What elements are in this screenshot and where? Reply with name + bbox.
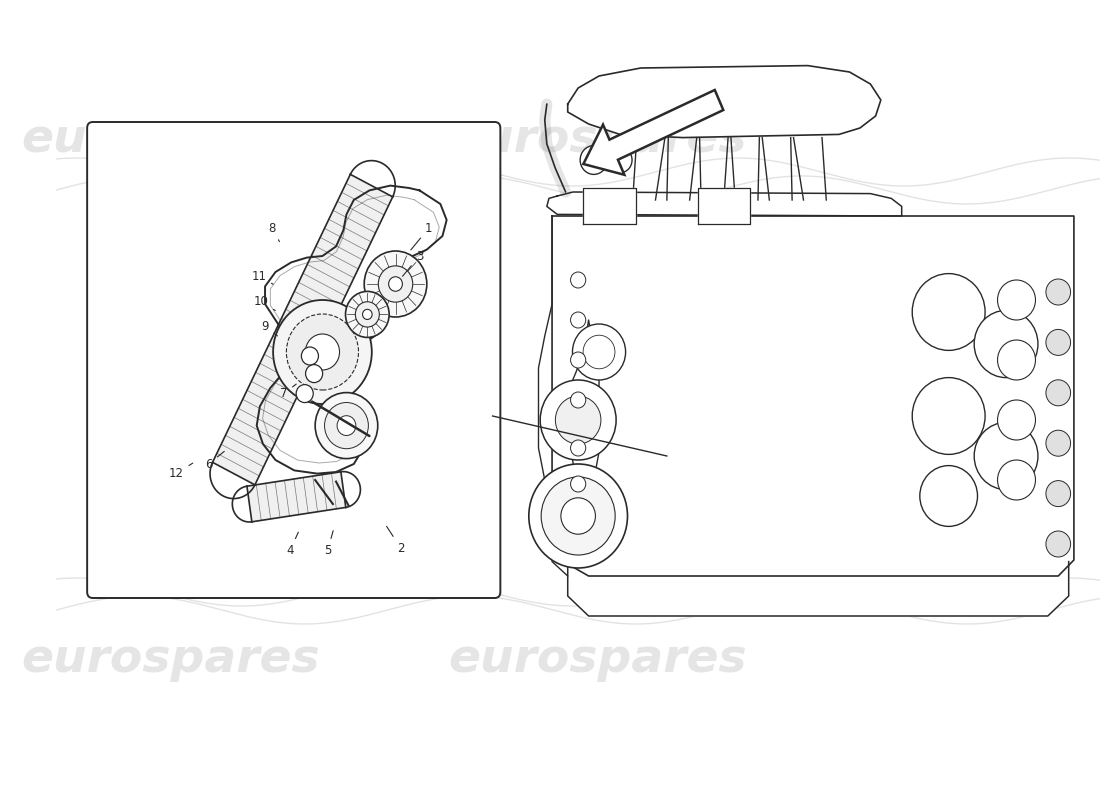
Polygon shape — [212, 174, 393, 485]
Text: 5: 5 — [324, 530, 333, 557]
Circle shape — [556, 396, 601, 444]
Circle shape — [920, 466, 978, 526]
Circle shape — [388, 277, 403, 291]
Circle shape — [364, 251, 427, 317]
Text: 11: 11 — [251, 270, 273, 284]
Polygon shape — [568, 562, 1069, 616]
Circle shape — [571, 312, 585, 328]
Circle shape — [571, 440, 585, 456]
Circle shape — [580, 146, 607, 174]
Polygon shape — [568, 66, 881, 138]
Circle shape — [912, 378, 986, 454]
Circle shape — [378, 266, 412, 302]
Text: 9: 9 — [262, 320, 277, 336]
Circle shape — [561, 498, 595, 534]
Circle shape — [1046, 279, 1070, 305]
Circle shape — [1046, 330, 1070, 355]
Circle shape — [998, 460, 1035, 500]
Circle shape — [1046, 380, 1070, 406]
Text: 3: 3 — [403, 250, 424, 276]
Circle shape — [571, 272, 585, 288]
Circle shape — [301, 347, 319, 365]
Text: eurospares: eurospares — [448, 118, 747, 162]
FancyBboxPatch shape — [87, 122, 500, 598]
Circle shape — [998, 280, 1035, 320]
Circle shape — [1046, 430, 1070, 456]
Polygon shape — [246, 472, 345, 522]
Circle shape — [355, 302, 380, 327]
Circle shape — [286, 314, 359, 390]
Circle shape — [306, 365, 322, 382]
Polygon shape — [547, 192, 902, 216]
Circle shape — [571, 476, 585, 492]
Text: 6: 6 — [205, 451, 224, 470]
Circle shape — [975, 310, 1038, 378]
Text: eurospares: eurospares — [21, 118, 319, 162]
Circle shape — [296, 385, 314, 402]
Circle shape — [998, 400, 1035, 440]
Circle shape — [324, 402, 369, 449]
Text: 8: 8 — [268, 222, 279, 242]
Polygon shape — [698, 188, 750, 224]
Text: 12: 12 — [168, 463, 192, 480]
Circle shape — [912, 274, 986, 350]
Circle shape — [608, 147, 632, 173]
Polygon shape — [583, 188, 636, 224]
Text: 4: 4 — [286, 532, 298, 557]
Circle shape — [1046, 531, 1070, 557]
Text: eurospares: eurospares — [448, 638, 747, 682]
Text: eurospares: eurospares — [21, 638, 319, 682]
Circle shape — [363, 310, 372, 319]
Circle shape — [998, 340, 1035, 380]
Circle shape — [975, 422, 1038, 490]
Circle shape — [315, 393, 377, 458]
Circle shape — [572, 324, 626, 380]
Text: 2: 2 — [386, 526, 405, 554]
Polygon shape — [583, 90, 724, 175]
Circle shape — [345, 291, 389, 338]
Circle shape — [273, 300, 372, 404]
Circle shape — [306, 334, 340, 370]
Circle shape — [541, 477, 615, 555]
Circle shape — [1046, 481, 1070, 506]
Text: 1: 1 — [410, 222, 432, 250]
Polygon shape — [552, 216, 1074, 576]
Circle shape — [571, 352, 585, 368]
Text: 10: 10 — [253, 295, 275, 310]
Text: 7: 7 — [280, 384, 296, 400]
Circle shape — [571, 392, 585, 408]
Circle shape — [337, 416, 356, 435]
Circle shape — [529, 464, 627, 568]
Circle shape — [540, 380, 616, 460]
